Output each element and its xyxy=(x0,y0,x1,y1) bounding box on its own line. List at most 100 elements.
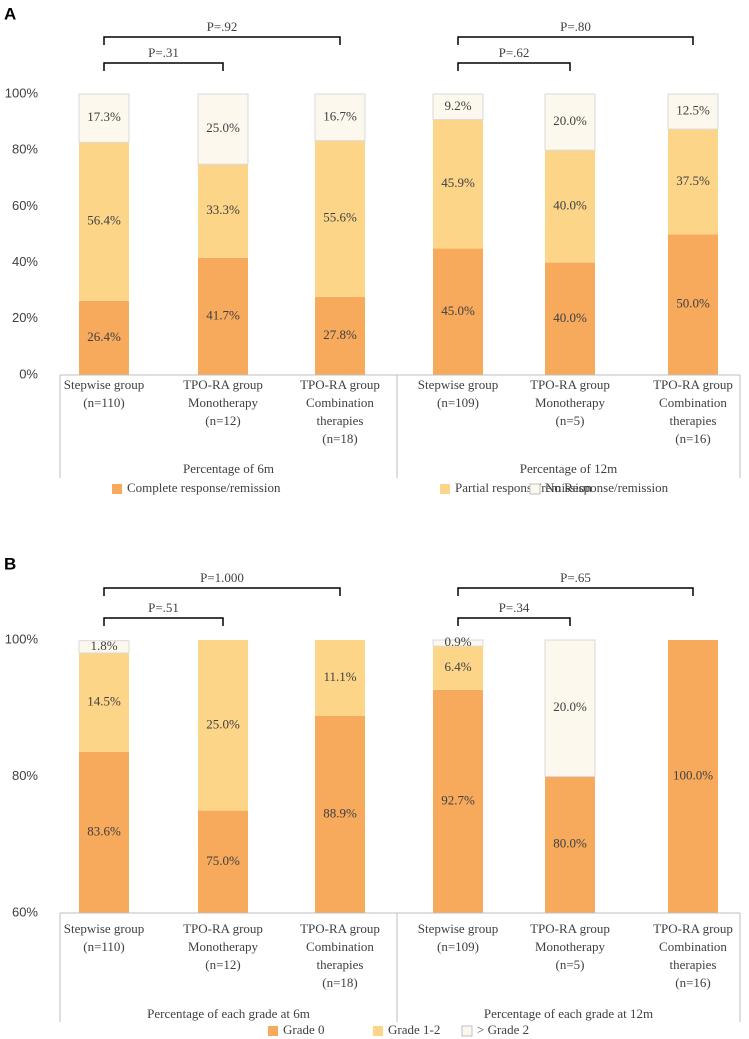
comparison-bracket xyxy=(103,62,224,71)
x-tick-label: Monotherapy xyxy=(188,395,259,410)
bar-segment xyxy=(315,140,365,297)
y-tick-label: 20% xyxy=(12,310,38,325)
legend-swatch xyxy=(373,1026,383,1036)
data-label: 11.1% xyxy=(323,669,356,684)
comparison-bracket xyxy=(457,62,571,71)
bar-segment xyxy=(198,640,248,811)
y-tick-label: 60% xyxy=(12,904,38,919)
p-value: P=.51 xyxy=(148,600,179,615)
panel-label: B xyxy=(4,554,16,573)
bar-segment xyxy=(433,248,483,375)
bar-segment xyxy=(667,93,719,130)
bar-segment xyxy=(314,93,366,142)
y-tick-label: 100% xyxy=(5,631,39,646)
group-label: Percentage of each grade at 6m xyxy=(147,1006,310,1021)
data-label: 55.6% xyxy=(323,210,357,225)
legend-label: Grade 0 xyxy=(283,1022,325,1037)
data-label: 41.7% xyxy=(206,307,240,322)
data-label: 0.9% xyxy=(444,634,471,649)
data-label: 6.4% xyxy=(444,659,471,674)
data-label: 45.9% xyxy=(441,175,475,190)
x-tick-label: Monotherapy xyxy=(535,939,606,954)
group-label: Percentage of each grade at 12m xyxy=(484,1006,653,1021)
bar-segment xyxy=(315,296,365,375)
x-tick-label: TPO-RA group xyxy=(653,921,733,936)
bar-segment xyxy=(79,652,129,752)
x-tick-label: (n=109) xyxy=(437,395,479,410)
bar-segment xyxy=(668,234,718,375)
comparison-bracket xyxy=(103,587,341,596)
data-label: 83.6% xyxy=(87,823,121,838)
x-tick-label: TPO-RA group xyxy=(653,377,733,392)
data-label: 25.0% xyxy=(206,716,240,731)
data-label: 88.9% xyxy=(323,805,357,820)
legend-swatch xyxy=(112,484,122,494)
comparison-bracket xyxy=(457,36,694,45)
bar-segment xyxy=(433,119,483,249)
data-label: 40.0% xyxy=(553,197,587,212)
legend-label: Complete response/remission xyxy=(127,480,281,495)
data-label: 20.0% xyxy=(553,113,587,128)
data-label: 1.8% xyxy=(90,638,117,653)
bar-segment xyxy=(668,129,718,235)
y-tick-label: 100% xyxy=(5,85,39,100)
legend-label: Grade 1-2 xyxy=(388,1022,440,1037)
x-tick-label: (n=12) xyxy=(205,957,241,972)
data-label: 16.7% xyxy=(323,108,357,123)
bar-segment xyxy=(544,639,596,777)
legend-label: No Response/remission xyxy=(545,480,669,495)
bar-segment xyxy=(668,640,718,913)
x-tick-label: Stepwise group xyxy=(418,377,499,392)
data-label: 92.7% xyxy=(441,792,475,807)
x-tick-label: Combination xyxy=(306,395,374,410)
bar-segment xyxy=(545,776,595,913)
bar-segment xyxy=(78,93,130,143)
bar-segment xyxy=(545,150,595,263)
data-label: 25.0% xyxy=(206,120,240,135)
x-tick-label: Combination xyxy=(659,939,727,954)
p-value: P=.34 xyxy=(499,600,530,615)
x-tick-label: Stepwise group xyxy=(64,377,145,392)
x-tick-label: Stepwise group xyxy=(64,921,145,936)
bar-segment xyxy=(432,93,484,121)
data-label: 12.5% xyxy=(676,103,710,118)
x-tick-label: therapies xyxy=(670,957,717,972)
x-tick-label: (n=109) xyxy=(437,939,479,954)
x-tick-label: Monotherapy xyxy=(535,395,606,410)
x-tick-label: TPO-RA group xyxy=(300,921,380,936)
x-tick-label: Combination xyxy=(306,939,374,954)
legend-label: > Grade 2 xyxy=(477,1022,529,1037)
data-label: 27.8% xyxy=(323,327,357,342)
p-value: P=.65 xyxy=(560,570,591,585)
data-label: 20.0% xyxy=(553,699,587,714)
panel-label: A xyxy=(4,4,16,23)
data-label: 56.4% xyxy=(87,213,121,228)
bar-segment xyxy=(315,640,365,716)
data-label: 37.5% xyxy=(676,173,710,188)
bar-segment xyxy=(79,300,129,375)
x-tick-label: therapies xyxy=(317,957,364,972)
comparison-bracket xyxy=(457,587,694,596)
y-tick-label: 0% xyxy=(19,366,38,381)
data-label: 80.0% xyxy=(553,836,587,851)
x-tick-label: (n=16) xyxy=(675,431,711,446)
x-tick-label: (n=110) xyxy=(83,395,125,410)
x-tick-label: therapies xyxy=(317,413,364,428)
legend-swatch xyxy=(440,484,450,494)
bar-segment xyxy=(198,164,248,258)
legend-label: Partial response/remission xyxy=(455,480,592,495)
data-label: 75.0% xyxy=(206,853,240,868)
comparison-bracket xyxy=(103,617,224,626)
x-tick-label: (n=18) xyxy=(322,431,358,446)
y-tick-label: 80% xyxy=(12,142,38,157)
x-tick-label: Monotherapy xyxy=(188,939,259,954)
p-value: P=.31 xyxy=(148,45,179,60)
data-label: 33.3% xyxy=(206,202,240,217)
bar-segment xyxy=(432,639,484,647)
x-tick-label: (n=16) xyxy=(675,975,711,990)
data-label: 9.2% xyxy=(444,98,471,113)
x-tick-label: TPO-RA group xyxy=(183,921,263,936)
comparison-bracket xyxy=(457,617,571,626)
x-tick-label: TPO-RA group xyxy=(530,921,610,936)
